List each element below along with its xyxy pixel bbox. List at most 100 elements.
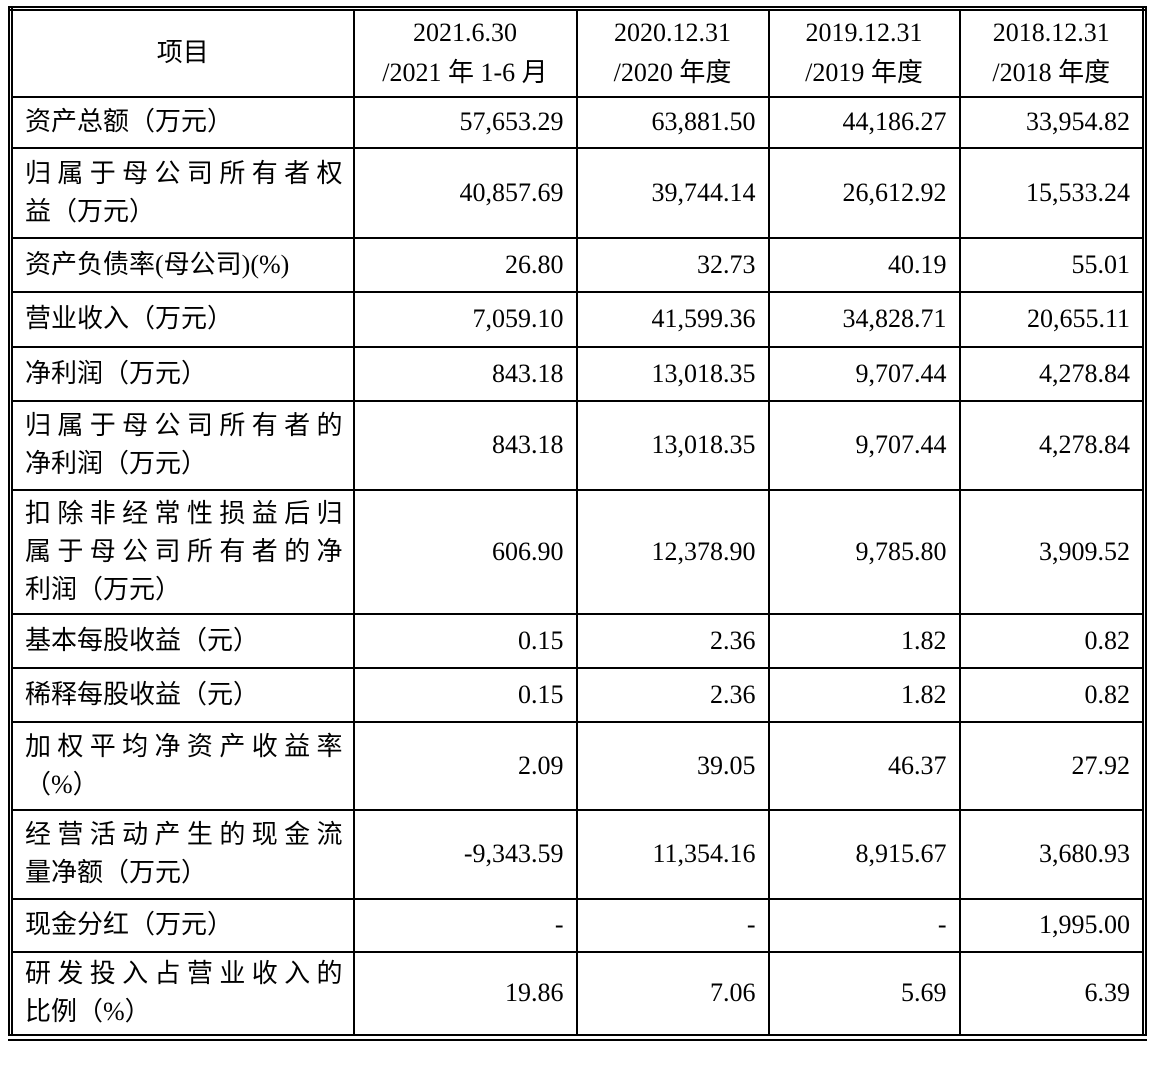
label-line: 资产负债率(母公司)(%)	[25, 249, 290, 279]
value-cell: 19.86	[352, 950, 578, 1039]
label-line: 现金分红（万元）	[25, 910, 234, 939]
value-cell: 5.69	[767, 950, 961, 1039]
value-cell: 0.15	[352, 666, 578, 723]
value-cell: 7.06	[575, 950, 770, 1039]
value-cell: 27.92	[958, 720, 1146, 811]
label-line: 属于母公司所有者的净	[25, 536, 343, 566]
table-row: 归属于母公司所有者的 净利润（万元） 843.18 13,018.35 9,70…	[9, 399, 1146, 491]
value-cell: 3,909.52	[958, 488, 1146, 615]
value-cell: 39,744.14	[575, 146, 770, 239]
header-cell-period-2019: 2019.12.31 /2019 年度	[767, 7, 961, 98]
row-label: 扣除非经常性损益后归 属于母公司所有者的净 利润（万元）	[9, 488, 355, 615]
value-cell: 26,612.92	[767, 146, 961, 239]
value-cell: 843.18	[352, 399, 578, 491]
value-cell: 44,186.27	[767, 95, 961, 149]
row-label: 营业收入（万元）	[9, 290, 355, 348]
table-row: 现金分红（万元） - - - 1,995.00	[9, 897, 1146, 953]
value-cell: 9,785.80	[767, 488, 961, 615]
table-row: 研发投入占营业收入的 比例（%） 19.86 7.06 5.69 6.39	[9, 950, 1146, 1039]
financial-summary-table: 项目 2021.6.30 /2021 年 1-6 月 2020.12.31 /2…	[8, 6, 1147, 1041]
label-line: 基本每股收益（元）	[25, 625, 260, 655]
value-cell: 606.90	[352, 488, 578, 615]
value-cell: 11,354.16	[575, 808, 770, 900]
table-row: 稀释每股收益（元） 0.15 2.36 1.82 0.82	[9, 666, 1146, 723]
value-cell: 13,018.35	[575, 399, 770, 491]
row-label: 资产负债率(母公司)(%)	[9, 236, 355, 293]
table-row: 净利润（万元） 843.18 13,018.35 9,707.44 4,278.…	[9, 345, 1146, 402]
value-cell: 0.82	[958, 612, 1146, 669]
label-line: 益（万元）	[25, 196, 156, 226]
table-row: 营业收入（万元） 7,059.10 41,599.36 34,828.71 20…	[9, 290, 1146, 348]
value-cell: -	[352, 897, 578, 953]
value-cell: 7,059.10	[352, 290, 578, 348]
table-row: 扣除非经常性损益后归 属于母公司所有者的净 利润（万元） 606.90 12,3…	[9, 488, 1146, 615]
value-cell: 1.82	[767, 666, 961, 723]
value-cell: 57,653.29	[352, 95, 578, 149]
label-line: 扣除非经常性损益后归	[25, 498, 343, 528]
label-line: 稀释每股收益（元）	[25, 679, 260, 709]
row-label: 现金分红（万元）	[9, 897, 355, 953]
value-cell: -	[767, 897, 961, 953]
value-cell: 15,533.24	[958, 146, 1146, 239]
label-line: 净利润（万元）	[25, 449, 208, 478]
row-label: 净利润（万元）	[9, 345, 355, 402]
table-row: 归属于母公司所有者权 益（万元） 40,857.69 39,744.14 26,…	[9, 146, 1146, 239]
label-line: 净利润（万元）	[25, 358, 208, 388]
label-line: 归属于母公司所有者的	[25, 411, 343, 440]
table-row: 基本每股收益（元） 0.15 2.36 1.82 0.82	[9, 612, 1146, 669]
value-cell: 4,278.84	[958, 345, 1146, 402]
label-line: 经营活动产生的现金流	[25, 820, 343, 849]
header-cell-item: 项目	[9, 7, 355, 98]
value-cell: 32.73	[575, 236, 770, 293]
value-cell: -9,343.59	[352, 808, 578, 900]
value-cell: 39.05	[575, 720, 770, 811]
header-period-date: 2018.12.31	[992, 18, 1110, 48]
row-label: 稀释每股收益（元）	[9, 666, 355, 723]
value-cell: 2.36	[575, 612, 770, 669]
label-line: 资产总额（万元）	[25, 107, 234, 136]
header-period-range: /2019 年度	[805, 58, 923, 88]
table-row: 资产负债率(母公司)(%) 26.80 32.73 40.19 55.01	[9, 236, 1146, 293]
value-cell: 55.01	[958, 236, 1146, 293]
value-cell: 46.37	[767, 720, 961, 811]
value-cell: 34,828.71	[767, 290, 961, 348]
value-cell: 1.82	[767, 612, 961, 669]
value-cell: 843.18	[352, 345, 578, 402]
label-line: 加权平均净资产收益率	[25, 731, 343, 761]
row-label: 基本每股收益（元）	[9, 612, 355, 669]
value-cell: 6.39	[958, 950, 1146, 1039]
value-cell: 9,707.44	[767, 345, 961, 402]
header-item-label: 项目	[156, 38, 209, 68]
value-cell: 26.80	[352, 236, 578, 293]
header-cell-period-2018: 2018.12.31 /2018 年度	[958, 7, 1146, 98]
label-line: 量净额（万元）	[25, 858, 208, 887]
header-cell-period-2020: 2020.12.31 /2020 年度	[575, 7, 770, 98]
value-cell: 8,915.67	[767, 808, 961, 900]
value-cell: 63,881.50	[575, 95, 770, 149]
value-cell: 20,655.11	[958, 290, 1146, 348]
header-period-range: /2020 年度	[613, 58, 732, 88]
row-label: 归属于母公司所有者权 益（万元）	[9, 146, 355, 239]
value-cell: 2.36	[575, 666, 770, 723]
value-cell: 2.09	[352, 720, 578, 811]
value-cell: 9,707.44	[767, 399, 961, 491]
header-period-date: 2021.6.30	[413, 18, 517, 48]
value-cell: 4,278.84	[958, 399, 1146, 491]
header-period-date: 2020.12.31	[614, 18, 731, 48]
table-row: 经营活动产生的现金流 量净额（万元） -9,343.59 11,354.16 8…	[9, 808, 1146, 900]
label-line: 研发投入占营业收入的	[25, 959, 343, 989]
table-row: 加权平均净资产收益率 （%） 2.09 39.05 46.37 27.92	[9, 720, 1146, 811]
value-cell: 40,857.69	[352, 146, 578, 239]
header-row: 项目 2021.6.30 /2021 年 1-6 月 2020.12.31 /2…	[9, 7, 1146, 98]
row-label: 资产总额（万元）	[9, 95, 355, 149]
header-period-date: 2019.12.31	[805, 18, 923, 48]
header-cell-period-2021: 2021.6.30 /2021 年 1-6 月	[352, 7, 578, 98]
value-cell: 12,378.90	[575, 488, 770, 615]
header-period-range: /2018 年度	[992, 58, 1111, 88]
value-cell: 0.82	[958, 666, 1146, 723]
label-line: （%）	[25, 769, 99, 799]
label-line: 比例（%）	[25, 997, 151, 1027]
value-cell: 3,680.93	[958, 808, 1146, 900]
value-cell: 40.19	[767, 236, 961, 293]
